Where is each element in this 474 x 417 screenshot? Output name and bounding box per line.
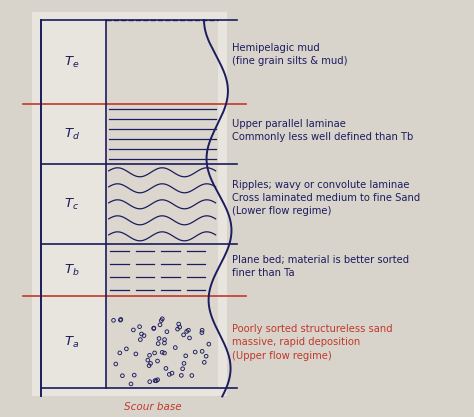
Bar (107, 20, 218, 104)
Point (117, 317, 124, 324)
Text: $T_c$: $T_c$ (64, 197, 79, 212)
Point (117, 316, 125, 323)
Point (150, 325, 157, 332)
Point (180, 332, 187, 338)
Point (155, 335, 163, 342)
Point (172, 344, 179, 351)
Point (174, 326, 182, 332)
Text: Upper parallel laminae
Commonly less well defined than Tb: Upper parallel laminae Commonly less wel… (232, 119, 413, 142)
Point (147, 360, 155, 367)
Text: Hemipelagic mud
(fine grain silts & mud): Hemipelagic mud (fine grain silts & mud) (232, 43, 347, 66)
Point (165, 371, 173, 378)
Point (162, 365, 170, 372)
Point (179, 365, 186, 372)
Text: Poorly sorted structureless sand
massive, rapid deposition
(Upper flow regime): Poorly sorted structureless sand massive… (232, 324, 392, 361)
Point (146, 378, 154, 385)
Point (146, 362, 153, 369)
Text: $T_e$: $T_e$ (64, 55, 79, 70)
Point (161, 336, 168, 343)
Point (130, 372, 138, 379)
Point (112, 361, 119, 367)
Point (201, 359, 208, 366)
Point (123, 346, 130, 352)
Point (127, 381, 135, 387)
Bar (32, 12, 227, 397)
Bar (107, 164, 218, 244)
Point (138, 331, 146, 337)
Bar (107, 244, 218, 296)
Point (146, 352, 153, 359)
Point (191, 349, 199, 355)
Point (188, 372, 196, 379)
Point (158, 315, 166, 322)
Text: $T_b$: $T_b$ (64, 263, 79, 278)
Text: $T_d$: $T_d$ (64, 127, 80, 142)
Text: Ripples; wavy or convolute laminae
Cross laminated medium to fine Sand
(Lower fl: Ripples; wavy or convolute laminae Cross… (232, 180, 420, 216)
Point (198, 327, 206, 334)
Point (154, 358, 161, 364)
Point (186, 334, 193, 341)
Point (151, 377, 159, 384)
Point (168, 370, 176, 377)
Point (140, 332, 148, 339)
Point (154, 377, 161, 383)
Point (156, 322, 164, 328)
Point (183, 328, 191, 335)
Point (158, 349, 166, 356)
Point (136, 323, 143, 330)
Point (184, 327, 192, 334)
Bar (107, 104, 218, 164)
Point (163, 328, 171, 335)
Point (132, 351, 140, 357)
Point (150, 325, 158, 332)
Point (116, 349, 124, 356)
Point (198, 329, 206, 336)
Point (110, 317, 118, 324)
Point (137, 336, 144, 343)
Point (161, 340, 168, 347)
Point (178, 372, 185, 379)
Point (161, 350, 168, 357)
Point (151, 349, 158, 356)
Point (152, 377, 160, 384)
Text: $T_a$: $T_a$ (64, 335, 79, 350)
Point (118, 372, 126, 379)
Point (176, 324, 183, 331)
Point (202, 353, 210, 359)
Point (199, 348, 206, 355)
Point (157, 317, 165, 324)
Point (175, 321, 182, 327)
Point (182, 352, 190, 359)
Point (129, 327, 137, 333)
Point (205, 341, 213, 347)
Bar (107, 296, 218, 388)
Point (180, 360, 188, 367)
Text: Scour base: Scour base (124, 402, 182, 412)
Text: Plane bed; material is better sorted
finer than Ta: Plane bed; material is better sorted fin… (232, 255, 409, 278)
Point (144, 357, 152, 364)
Point (155, 340, 162, 347)
